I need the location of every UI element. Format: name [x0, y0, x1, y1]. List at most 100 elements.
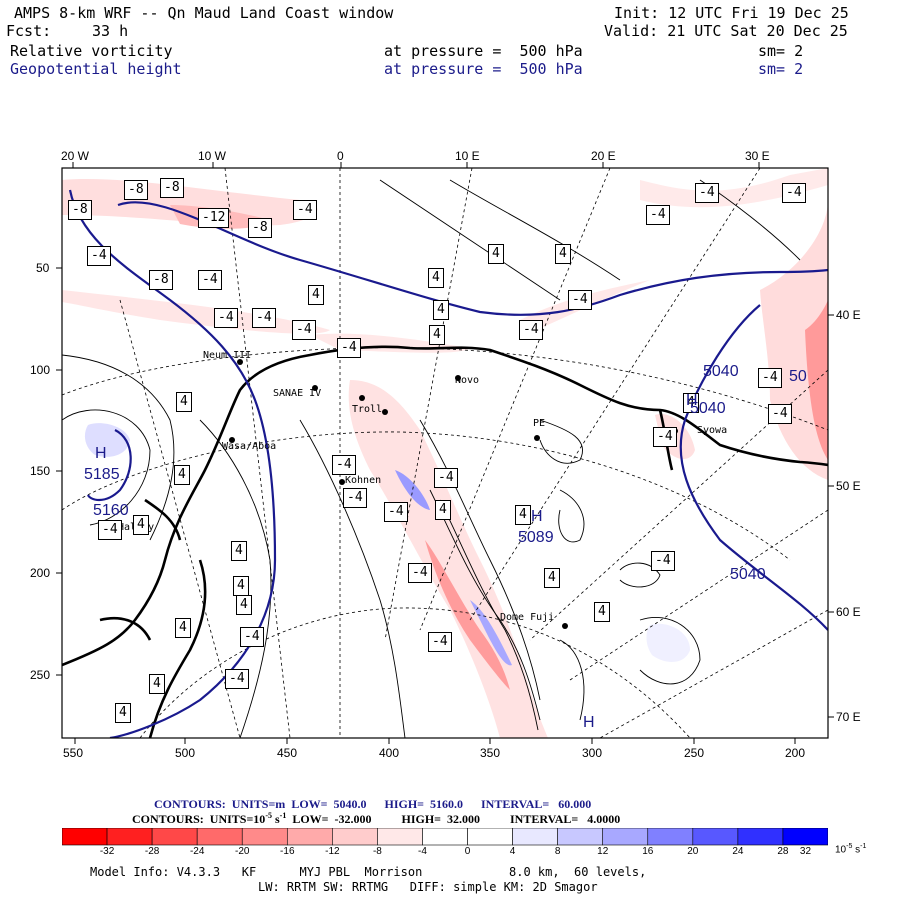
left-axis-label: 150 — [30, 464, 51, 478]
vorticity-contour-label: 4 — [435, 500, 451, 520]
colorbar-units-exponent: -1 — [860, 843, 867, 850]
bottom-axis-label: 300 — [582, 746, 603, 760]
legend-interval: INTERVAL= 4.0000 — [510, 812, 621, 826]
height-contour-label: 5040 — [730, 566, 766, 583]
legend-exponent: -1 — [279, 811, 287, 820]
vorticity-contour-label: -4 — [293, 200, 317, 220]
height-contour-legend: CONTOURS: UNITS=m LOW= 5040.0 HIGH= 5160… — [154, 797, 591, 812]
colorbar-tick-label: -24 — [189, 846, 205, 857]
field2-name: Geopotential height — [10, 60, 182, 78]
bottom-axis-label: 550 — [63, 746, 84, 760]
vorticity-contour-label: -4 — [384, 502, 408, 522]
top-axis-label: 10 E — [455, 149, 480, 163]
graticule — [62, 168, 828, 738]
legend-exponent: -5 — [265, 811, 272, 820]
colorbar-swatch — [512, 828, 558, 846]
colorbar-swatch — [151, 828, 198, 846]
colorbar-tick-label: -4 — [418, 846, 427, 857]
field1-name: Relative vorticity — [10, 42, 173, 60]
legend-interval: INTERVAL= 60.000 — [481, 797, 592, 811]
colorbar-tick-label: -20 — [235, 846, 250, 857]
vorticity-contour-label: -4 — [646, 205, 670, 225]
vorticity-contour-label: 4 — [149, 674, 165, 694]
bottom-axis-label: 500 — [175, 746, 196, 760]
plot-border — [61, 167, 829, 739]
vorticity-contour-label: 4 — [594, 602, 610, 622]
high-pressure-marker: H — [686, 392, 698, 409]
vorticity-contour-label: -4 — [240, 627, 264, 647]
legend-units: CONTOURS: UNITS=10 — [132, 812, 266, 826]
vorticity-contour-label: -4 — [768, 404, 792, 424]
right-axis-label: 50 E — [836, 479, 861, 493]
bottom-axis-label: 400 — [379, 746, 400, 760]
vorticity-contour-label: -4 — [758, 368, 782, 388]
station-label: Dome Fuji — [500, 612, 555, 623]
top-axis-label: 30 E — [745, 149, 770, 163]
vorticity-contour-label: 4 — [544, 568, 560, 588]
colorbar-swatch — [602, 828, 649, 846]
vorticity-contour-label: -4 — [332, 455, 356, 475]
vorticity-contour-label: -4 — [252, 308, 276, 328]
colorbar-tick-label: 24 — [732, 846, 744, 857]
vorticity-contour-label: -8 — [160, 178, 184, 198]
valid-time: Valid: 21 UTC Sat 20 Dec 25 — [604, 22, 848, 40]
left-axis-label: 200 — [30, 566, 51, 580]
vorticity-contour-label: -8 — [124, 180, 148, 200]
colorbar-tick-label: -28 — [144, 846, 160, 857]
vorticity-contour-label: -4 — [568, 290, 592, 310]
station-label: SANAE IV — [273, 388, 322, 399]
vorticity-contour-label: -8 — [68, 200, 92, 220]
left-axis-label: 250 — [30, 668, 51, 682]
forecast-hour: 33 h — [92, 22, 129, 40]
vorticity-contour-label: -4 — [519, 320, 543, 340]
colorbar — [62, 828, 828, 846]
colorbar-swatch — [286, 828, 333, 846]
colorbar-swatch — [241, 828, 288, 846]
colorbar-swatch — [647, 828, 694, 846]
high-pressure-marker: H — [531, 508, 543, 525]
high-pressure-marker: H — [583, 714, 595, 731]
legend-high: HIGH= 32.000 — [401, 812, 481, 826]
vorticity-contour-label: -4 — [782, 183, 806, 203]
colorbar-tick-label: 16 — [642, 846, 654, 857]
vorticity-contour-label: -4 — [428, 632, 452, 652]
field2-pressure: at pressure = 500 hPa — [384, 60, 583, 78]
vorticity-contour-label: 4 — [488, 244, 504, 264]
forecast-label: Fcst: — [6, 22, 52, 40]
vorticity-contour-label: 4 — [176, 392, 192, 412]
station-label: Neum III — [203, 350, 252, 361]
vorticity-contour-label: -4 — [87, 246, 111, 266]
bottom-axis-label: 250 — [684, 746, 705, 760]
vorticity-contour-label: 4 — [175, 618, 191, 638]
colorbar-units: 10-5 s-1 — [835, 843, 866, 855]
geopotential-contours — [68, 189, 828, 738]
right-axis-label: 40 E — [836, 308, 861, 322]
vorticity-contour-label: 4 — [174, 465, 190, 485]
vorticity-contour-label: -8 — [149, 270, 173, 290]
vorticity-contour-label: -4 — [651, 551, 675, 571]
station-label: Wasa/Aboa — [222, 441, 277, 452]
legend-low: LOW= -32.000 — [292, 812, 372, 826]
colorbar-tick-label: -16 — [280, 846, 295, 857]
colorbar-units-base: 10 — [835, 844, 847, 856]
field2-smoothing: sm= 2 — [758, 60, 804, 78]
colorbar-units-exponent: -5 — [846, 843, 853, 850]
axis-ticks — [56, 162, 834, 744]
model-info: Model Info: V4.3.3 KF MYJ PBL Morrison 8… — [90, 865, 647, 879]
top-axis-label: 0 — [337, 149, 344, 163]
map-plot-area — [62, 168, 828, 738]
height-contour-label: 5185 — [84, 466, 120, 483]
vorticity-contour-label: 4 — [236, 595, 252, 615]
vorticity-contour-legend: CONTOURS: UNITS=10-5 s-1 LOW= -32.000 HI… — [132, 811, 620, 827]
colorbar-swatch — [332, 828, 378, 846]
vorticity-contour-label: -4 — [695, 183, 719, 203]
colorbar-swatch — [692, 828, 739, 846]
colorbar-tick-label: 32 — [799, 846, 812, 857]
right-axis-label: 70 E — [836, 710, 861, 724]
bottom-axis-label: 450 — [277, 746, 298, 760]
vorticity-contour-label: 4 — [515, 505, 531, 525]
colorbar-tick-label: 0 — [464, 846, 471, 857]
colorbar-tick-label: 12 — [597, 846, 609, 857]
colorbar-units-s: s — [855, 844, 861, 856]
